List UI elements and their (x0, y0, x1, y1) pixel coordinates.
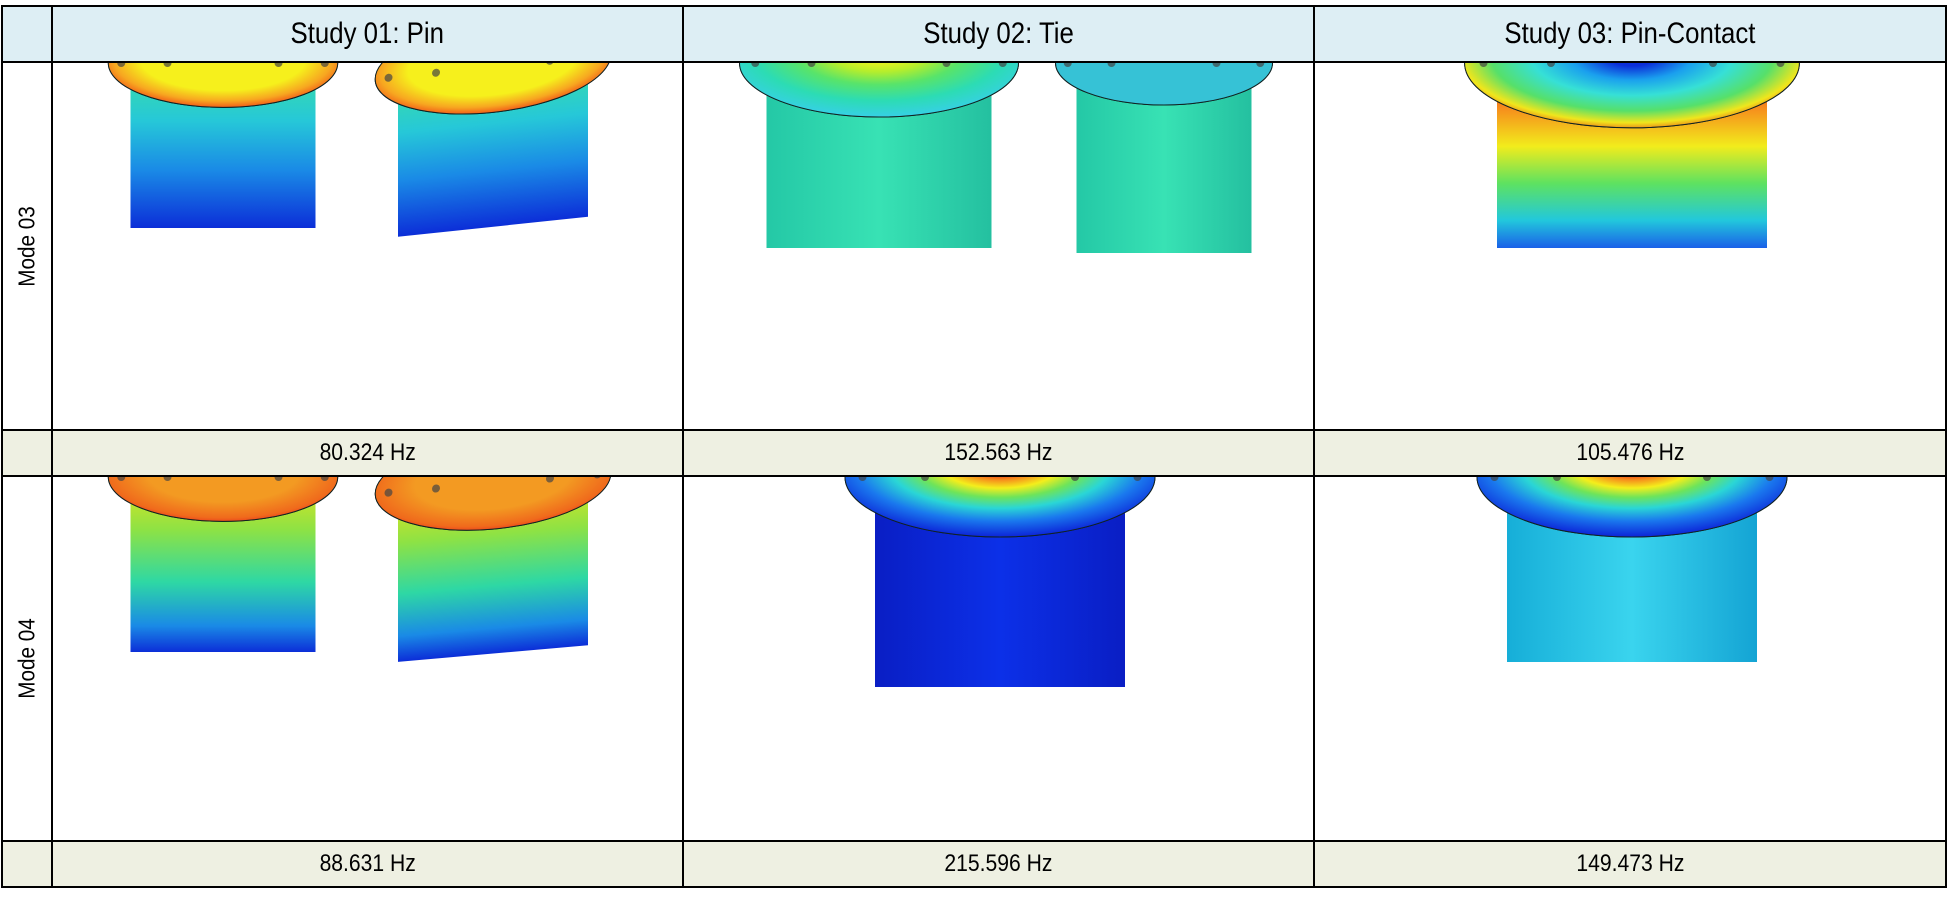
bolt-hole (1702, 477, 1711, 481)
frequency: 80.324 Hz (319, 439, 416, 466)
row-label: Mode 04 (13, 618, 40, 699)
header-text: Study 01: Pin (290, 17, 445, 50)
row-label: Mode 03 (13, 205, 40, 287)
render-cell (53, 63, 682, 429)
top-flange (844, 477, 1156, 538)
bolt-hole (858, 477, 867, 481)
part (1463, 63, 1800, 248)
header-text: Study 03: Pin-Contact (1504, 17, 1756, 50)
top-flange (1055, 63, 1273, 106)
frequency: 105.476 Hz (1575, 439, 1685, 466)
render-cell (53, 477, 682, 840)
bolt-hole (807, 63, 816, 67)
top-flange (739, 63, 1019, 118)
mode-shape-render (739, 63, 1273, 253)
top-flange (107, 477, 339, 522)
frequency-cell: 105.476 Hz (1315, 431, 1945, 475)
bolt-hole (1063, 63, 1072, 67)
bolt-hole (384, 73, 393, 82)
frequency: 215.596 Hz (944, 850, 1053, 877)
blank-cell (3, 842, 51, 886)
top-flange (107, 63, 339, 108)
bolt-hole (432, 68, 440, 77)
bolt-hole (1765, 477, 1773, 481)
bolt-hole (998, 63, 1007, 67)
header-text: Study 02: Tie (923, 17, 1074, 50)
bolt-hole (1212, 63, 1221, 67)
mode-shape-render (107, 477, 612, 662)
row-label-cell: Mode 04 (3, 477, 51, 840)
row-label-cell: Mode 03 (3, 63, 51, 429)
mode-shape-render (1476, 477, 1787, 662)
bolt-hole (1776, 63, 1784, 67)
part (844, 477, 1156, 687)
part (1055, 63, 1273, 253)
bolt-hole (432, 484, 440, 493)
render-cell (684, 477, 1313, 840)
render-cell (684, 63, 1313, 429)
bolt-hole (163, 477, 172, 481)
bolt-hole (942, 63, 951, 67)
render-cell (1315, 63, 1945, 429)
bolt-hole (117, 63, 126, 67)
frequency-cell: 152.563 Hz (684, 431, 1313, 475)
bolt-hole (1490, 477, 1498, 481)
column-header: Study 03: Pin-Contact (1315, 7, 1945, 61)
bolt-hole (921, 477, 929, 481)
part (739, 63, 1019, 248)
bolt-hole (163, 63, 172, 67)
column-header: Study 01: Pin (53, 7, 682, 61)
top-flange (1476, 477, 1787, 538)
frequency-cell: 80.324 Hz (53, 431, 682, 475)
render-cell (1315, 477, 1945, 840)
bolt-hole (320, 477, 329, 481)
part (1476, 477, 1787, 662)
bolt-hole (1133, 477, 1142, 481)
bolt-hole (274, 63, 283, 67)
frequency-cell: 88.631 Hz (53, 842, 682, 886)
bolt-hole (1256, 63, 1265, 67)
column-header: Study 02: Tie (684, 7, 1313, 61)
top-flange (374, 477, 612, 531)
frequency: 149.473 Hz (1575, 850, 1685, 877)
part (107, 63, 339, 228)
bolt-hole (117, 477, 126, 481)
frequency: 88.631 Hz (319, 850, 416, 877)
part (107, 477, 339, 652)
frequency-cell: 215.596 Hz (684, 842, 1313, 886)
frequency-cell: 149.473 Hz (1315, 842, 1945, 886)
bolt-hole (1479, 63, 1487, 67)
bolt-hole (1107, 63, 1116, 67)
bolt-hole (1546, 63, 1555, 67)
mode-shape-render (1463, 63, 1800, 248)
bolt-hole (1552, 477, 1561, 481)
bolt-hole (1708, 63, 1717, 67)
bolt-hole (384, 488, 393, 497)
part (374, 63, 612, 237)
bolt-hole (546, 477, 554, 483)
mode-shape-render (107, 63, 612, 237)
bolt-hole (274, 477, 283, 481)
frequency: 152.563 Hz (944, 439, 1053, 466)
blank-cell (3, 431, 51, 475)
bolt-hole (1071, 477, 1079, 481)
bolt-hole (751, 63, 760, 67)
bolt-hole (320, 63, 329, 67)
top-flange (1463, 63, 1800, 129)
top-flange (374, 63, 612, 115)
mode-shape-render (844, 477, 1156, 687)
results-table: Study 01: Pin Study 02: Tie Study 03: Pi… (1, 5, 1947, 888)
part (374, 477, 612, 662)
corner-cell (3, 7, 51, 61)
